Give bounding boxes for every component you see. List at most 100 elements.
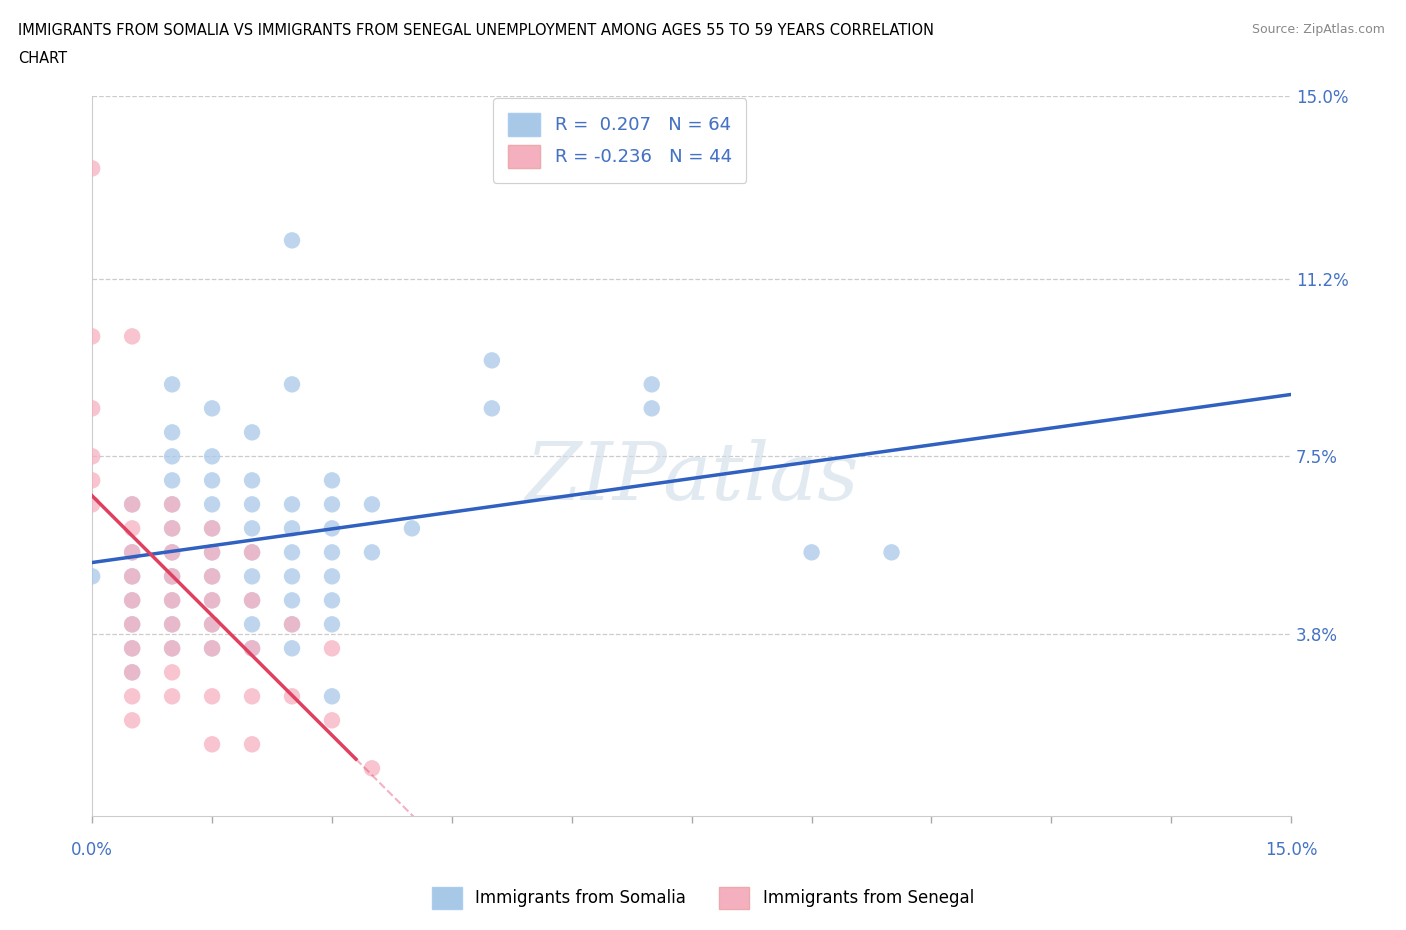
Point — [240, 617, 263, 631]
Point — [121, 545, 143, 560]
Text: IMMIGRANTS FROM SOMALIA VS IMMIGRANTS FROM SENEGAL UNEMPLOYMENT AMONG AGES 55 TO: IMMIGRANTS FROM SOMALIA VS IMMIGRANTS FR… — [18, 23, 934, 38]
Point — [361, 761, 384, 776]
Point — [321, 641, 343, 656]
Point — [160, 641, 183, 656]
Point — [880, 545, 903, 560]
Point — [82, 497, 104, 512]
Point — [121, 497, 143, 512]
Point — [201, 545, 224, 560]
Point — [121, 641, 143, 656]
Point — [201, 641, 224, 656]
Point — [201, 497, 224, 512]
Point — [121, 617, 143, 631]
Point — [82, 329, 104, 344]
Point — [321, 713, 343, 728]
Point — [321, 545, 343, 560]
Point — [361, 545, 384, 560]
Legend: Immigrants from Somalia, Immigrants from Senegal: Immigrants from Somalia, Immigrants from… — [423, 879, 983, 917]
Point — [201, 401, 224, 416]
Point — [201, 569, 224, 584]
Point — [121, 497, 143, 512]
Point — [240, 425, 263, 440]
Point — [160, 665, 183, 680]
Point — [160, 449, 183, 464]
Legend: R =  0.207   N = 64, R = -0.236   N = 44: R = 0.207 N = 64, R = -0.236 N = 44 — [494, 99, 747, 182]
Point — [321, 689, 343, 704]
Point — [321, 593, 343, 608]
Point — [82, 401, 104, 416]
Point — [82, 569, 104, 584]
Point — [201, 569, 224, 584]
Point — [240, 545, 263, 560]
Point — [201, 689, 224, 704]
Point — [121, 329, 143, 344]
Point — [281, 617, 304, 631]
Point — [321, 521, 343, 536]
Point — [201, 737, 224, 751]
Point — [201, 449, 224, 464]
Point — [201, 593, 224, 608]
Point — [281, 377, 304, 392]
Point — [321, 473, 343, 488]
Point — [321, 497, 343, 512]
Text: CHART: CHART — [18, 51, 67, 66]
Point — [121, 545, 143, 560]
Text: Source: ZipAtlas.com: Source: ZipAtlas.com — [1251, 23, 1385, 36]
Point — [281, 689, 304, 704]
Point — [160, 497, 183, 512]
Point — [160, 689, 183, 704]
Point — [641, 401, 664, 416]
Point — [281, 617, 304, 631]
Point — [281, 641, 304, 656]
Point — [281, 521, 304, 536]
Point — [240, 641, 263, 656]
Point — [240, 545, 263, 560]
Point — [240, 473, 263, 488]
Point — [121, 593, 143, 608]
Point — [281, 545, 304, 560]
Point — [160, 641, 183, 656]
Point — [160, 377, 183, 392]
Point — [240, 521, 263, 536]
Point — [201, 473, 224, 488]
Point — [121, 569, 143, 584]
Point — [121, 569, 143, 584]
Point — [121, 593, 143, 608]
Point — [160, 425, 183, 440]
Point — [201, 545, 224, 560]
Point — [240, 689, 263, 704]
Point — [201, 593, 224, 608]
Point — [160, 569, 183, 584]
Point — [82, 473, 104, 488]
Point — [160, 593, 183, 608]
Point — [160, 593, 183, 608]
Point — [240, 641, 263, 656]
Point — [240, 737, 263, 751]
Text: 0.0%: 0.0% — [72, 842, 112, 859]
Point — [160, 521, 183, 536]
Point — [201, 521, 224, 536]
Point — [401, 521, 423, 536]
Point — [281, 497, 304, 512]
Point — [481, 401, 503, 416]
Point — [321, 617, 343, 631]
Point — [240, 593, 263, 608]
Point — [82, 161, 104, 176]
Point — [160, 521, 183, 536]
Point — [121, 665, 143, 680]
Point — [281, 569, 304, 584]
Point — [121, 689, 143, 704]
Point — [121, 665, 143, 680]
Point — [641, 377, 664, 392]
Point — [160, 545, 183, 560]
Point — [240, 593, 263, 608]
Point — [240, 497, 263, 512]
Point — [281, 593, 304, 608]
Point — [361, 497, 384, 512]
Point — [201, 617, 224, 631]
Point — [201, 521, 224, 536]
Text: ZIPatlas: ZIPatlas — [524, 439, 859, 517]
Point — [121, 521, 143, 536]
Point — [82, 449, 104, 464]
Point — [160, 545, 183, 560]
